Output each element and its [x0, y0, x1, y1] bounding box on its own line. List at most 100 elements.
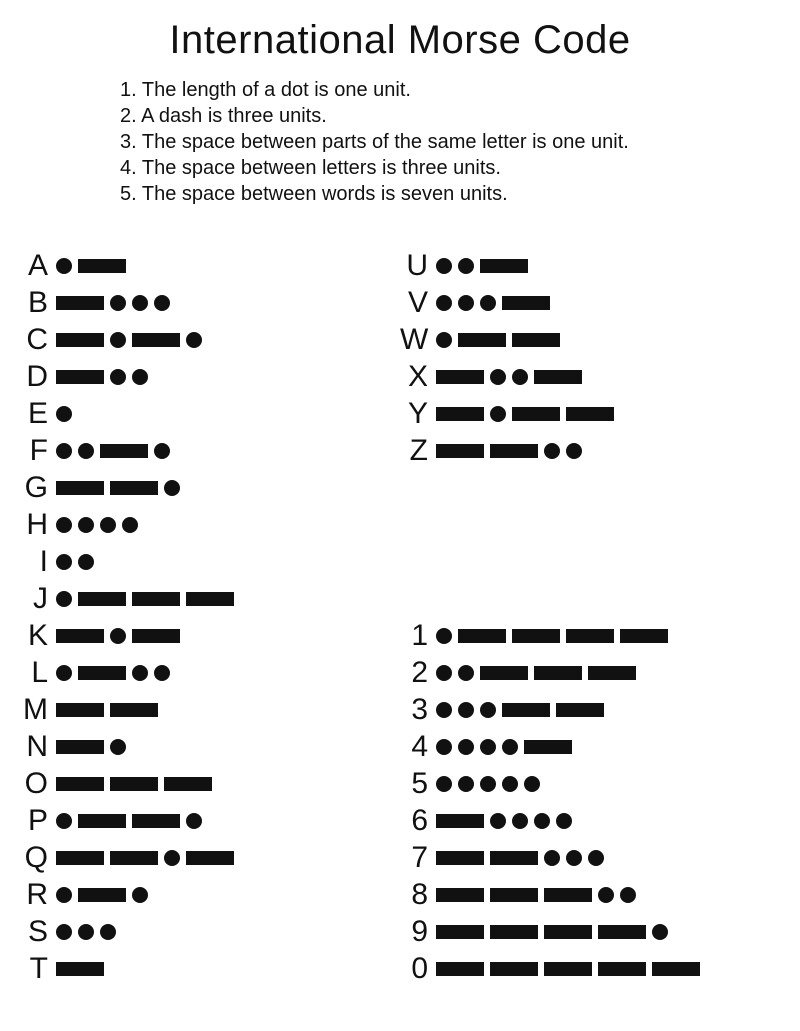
dot-icon — [458, 702, 474, 718]
dash-icon — [524, 740, 572, 754]
char-label: 9 — [400, 917, 432, 947]
morse-row-Y: Y — [400, 395, 700, 432]
dot-icon — [186, 813, 202, 829]
dash-icon — [502, 703, 550, 717]
morse-code — [52, 406, 72, 422]
char-label: J — [20, 584, 52, 614]
dash-icon — [502, 296, 550, 310]
morse-row-C: C — [20, 321, 234, 358]
morse-code — [52, 517, 138, 533]
dot-icon — [56, 554, 72, 570]
dash-icon — [78, 888, 126, 902]
morse-row-B: B — [20, 284, 234, 321]
morse-code — [432, 850, 604, 866]
dot-icon — [436, 702, 452, 718]
char-label: 0 — [400, 954, 432, 984]
dash-icon — [436, 888, 484, 902]
morse-row-K: K — [20, 617, 234, 654]
morse-row-P: P — [20, 802, 234, 839]
char-label: H — [20, 510, 52, 540]
morse-row-J: J — [20, 580, 234, 617]
dot-icon — [502, 776, 518, 792]
char-label: 8 — [400, 880, 432, 910]
dash-icon — [512, 407, 560, 421]
morse-row-L: L — [20, 654, 234, 691]
dash-icon — [78, 259, 126, 273]
rule-item: 5. The space between words is seven unit… — [120, 181, 800, 207]
dash-icon — [588, 666, 636, 680]
morse-code — [432, 628, 668, 644]
char-label: O — [20, 769, 52, 799]
morse-code — [432, 739, 572, 755]
morse-row-2: 2 — [400, 654, 700, 691]
dash-icon — [512, 333, 560, 347]
morse-row-3: 3 — [400, 691, 700, 728]
dash-icon — [56, 962, 104, 976]
morse-code — [432, 776, 540, 792]
dash-icon — [534, 666, 582, 680]
dot-icon — [458, 665, 474, 681]
dash-icon — [132, 814, 180, 828]
column-right: UVWXYZ1234567890 — [400, 247, 700, 987]
morse-code — [52, 777, 212, 791]
char-label: I — [20, 547, 52, 577]
dot-icon — [458, 739, 474, 755]
dot-icon — [544, 850, 560, 866]
dash-icon — [110, 481, 158, 495]
morse-row-0: 0 — [400, 950, 700, 987]
dash-icon — [490, 444, 538, 458]
dot-icon — [56, 443, 72, 459]
dot-icon — [436, 295, 452, 311]
rules-list: 1. The length of a dot is one unit.2. A … — [120, 77, 800, 207]
dot-icon — [490, 369, 506, 385]
morse-row-M: M — [20, 691, 234, 728]
dot-icon — [652, 924, 668, 940]
char-label: E — [20, 399, 52, 429]
dash-icon — [512, 629, 560, 643]
dot-icon — [132, 887, 148, 903]
morse-table: ABCDEFGHIJKLMNOPQRST UVWXYZ1234567890 — [0, 247, 800, 1007]
spacer — [400, 543, 700, 580]
dot-icon — [436, 739, 452, 755]
dot-icon — [524, 776, 540, 792]
dot-icon — [164, 480, 180, 496]
dot-icon — [480, 702, 496, 718]
dash-icon — [480, 259, 528, 273]
dash-icon — [56, 740, 104, 754]
dash-icon — [436, 962, 484, 976]
morse-row-R: R — [20, 876, 234, 913]
rule-item: 4. The space between letters is three un… — [120, 155, 800, 181]
dot-icon — [458, 776, 474, 792]
dot-icon — [480, 776, 496, 792]
dot-icon — [78, 554, 94, 570]
morse-code — [52, 813, 202, 829]
dot-icon — [110, 739, 126, 755]
morse-row-4: 4 — [400, 728, 700, 765]
dash-icon — [436, 407, 484, 421]
morse-code — [52, 739, 126, 755]
morse-code — [52, 480, 180, 496]
rule-item: 3. The space between parts of the same l… — [120, 129, 800, 155]
morse-code — [52, 554, 94, 570]
char-label: 1 — [400, 621, 432, 651]
dash-icon — [436, 851, 484, 865]
dash-icon — [56, 296, 104, 310]
char-label: X — [400, 362, 432, 392]
dot-icon — [132, 665, 148, 681]
dash-icon — [78, 592, 126, 606]
morse-row-F: F — [20, 432, 234, 469]
morse-row-O: O — [20, 765, 234, 802]
morse-row-I: I — [20, 543, 234, 580]
page-title: International Morse Code — [0, 18, 800, 63]
dot-icon — [556, 813, 572, 829]
dash-icon — [598, 962, 646, 976]
dash-icon — [56, 851, 104, 865]
dash-icon — [534, 370, 582, 384]
morse-row-E: E — [20, 395, 234, 432]
dot-icon — [458, 295, 474, 311]
dot-icon — [436, 665, 452, 681]
dot-icon — [154, 665, 170, 681]
char-label: 4 — [400, 732, 432, 762]
dash-icon — [490, 851, 538, 865]
dot-icon — [164, 850, 180, 866]
